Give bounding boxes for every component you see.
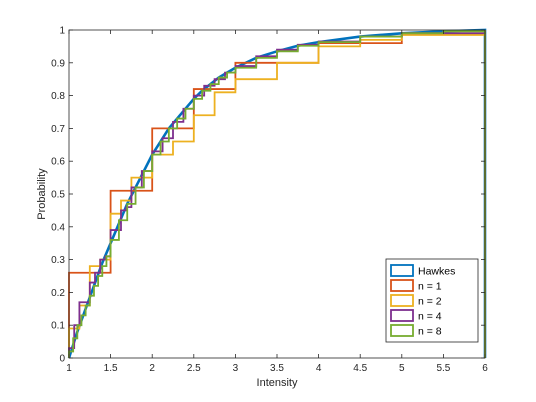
y-tick-label: 0.6 bbox=[51, 157, 65, 168]
y-tick-label: 0.8 bbox=[51, 91, 65, 102]
x-tick-label: 2.5 bbox=[187, 363, 201, 374]
series-layer bbox=[67, 28, 487, 359]
legend-swatch-0 bbox=[390, 264, 414, 277]
x-tick-label: 5 bbox=[399, 363, 405, 374]
x-tick-label: 4.5 bbox=[353, 363, 367, 374]
x-tick-label: 3.5 bbox=[270, 363, 284, 374]
legend-entry-3: n = 4 bbox=[418, 310, 442, 322]
y-axis-label: Probability bbox=[36, 168, 48, 220]
x-tick-label: 1.5 bbox=[104, 363, 118, 374]
y-tick-label: 1 bbox=[59, 26, 65, 37]
ticks-layer: 1 1.5 2 2.5 3 3.5 4 4.5 5 5.5 6 0 0.1 0.2 0.3 0.4 0.5 0.6… bbox=[51, 26, 488, 375]
y-tick-label: 0.5 bbox=[51, 190, 65, 201]
x-axis-label: Intensity bbox=[257, 377, 298, 389]
x-tick-label: 3 bbox=[233, 363, 239, 374]
legend-entry-4: n = 8 bbox=[418, 325, 442, 337]
y-tick-label: 0.1 bbox=[51, 321, 65, 332]
legend-entry-0: Hawkes bbox=[418, 265, 455, 277]
legend: Hawkes n = 1 n = 2 n = 4 n = 8 bbox=[385, 258, 479, 343]
legend-box bbox=[385, 258, 479, 343]
y-tick-label: 0.2 bbox=[51, 288, 65, 299]
x-tick-label: 5.5 bbox=[436, 363, 450, 374]
series-line-4 bbox=[68, 30, 486, 358]
y-tick-label: 0.7 bbox=[51, 124, 65, 135]
y-tick-label: 0 bbox=[59, 354, 65, 365]
series-line-2 bbox=[68, 30, 486, 358]
y-tick-label: 0.3 bbox=[51, 255, 65, 266]
legend-swatch-3 bbox=[390, 309, 414, 322]
x-tick-label: 2 bbox=[149, 363, 155, 374]
x-tick-label: 1 bbox=[66, 363, 72, 374]
legend-swatch-4 bbox=[390, 324, 414, 337]
legend-entry-2: n = 2 bbox=[418, 295, 442, 307]
x-tick-label: 6 bbox=[482, 363, 488, 374]
legend-entry-1: n = 1 bbox=[418, 280, 442, 292]
x-tick-label: 4 bbox=[316, 363, 322, 374]
y-tick-label: 0.4 bbox=[51, 222, 65, 233]
y-tick-label: 0.9 bbox=[51, 58, 65, 69]
legend-swatch-1 bbox=[390, 279, 414, 292]
legend-swatch-2 bbox=[390, 294, 414, 307]
